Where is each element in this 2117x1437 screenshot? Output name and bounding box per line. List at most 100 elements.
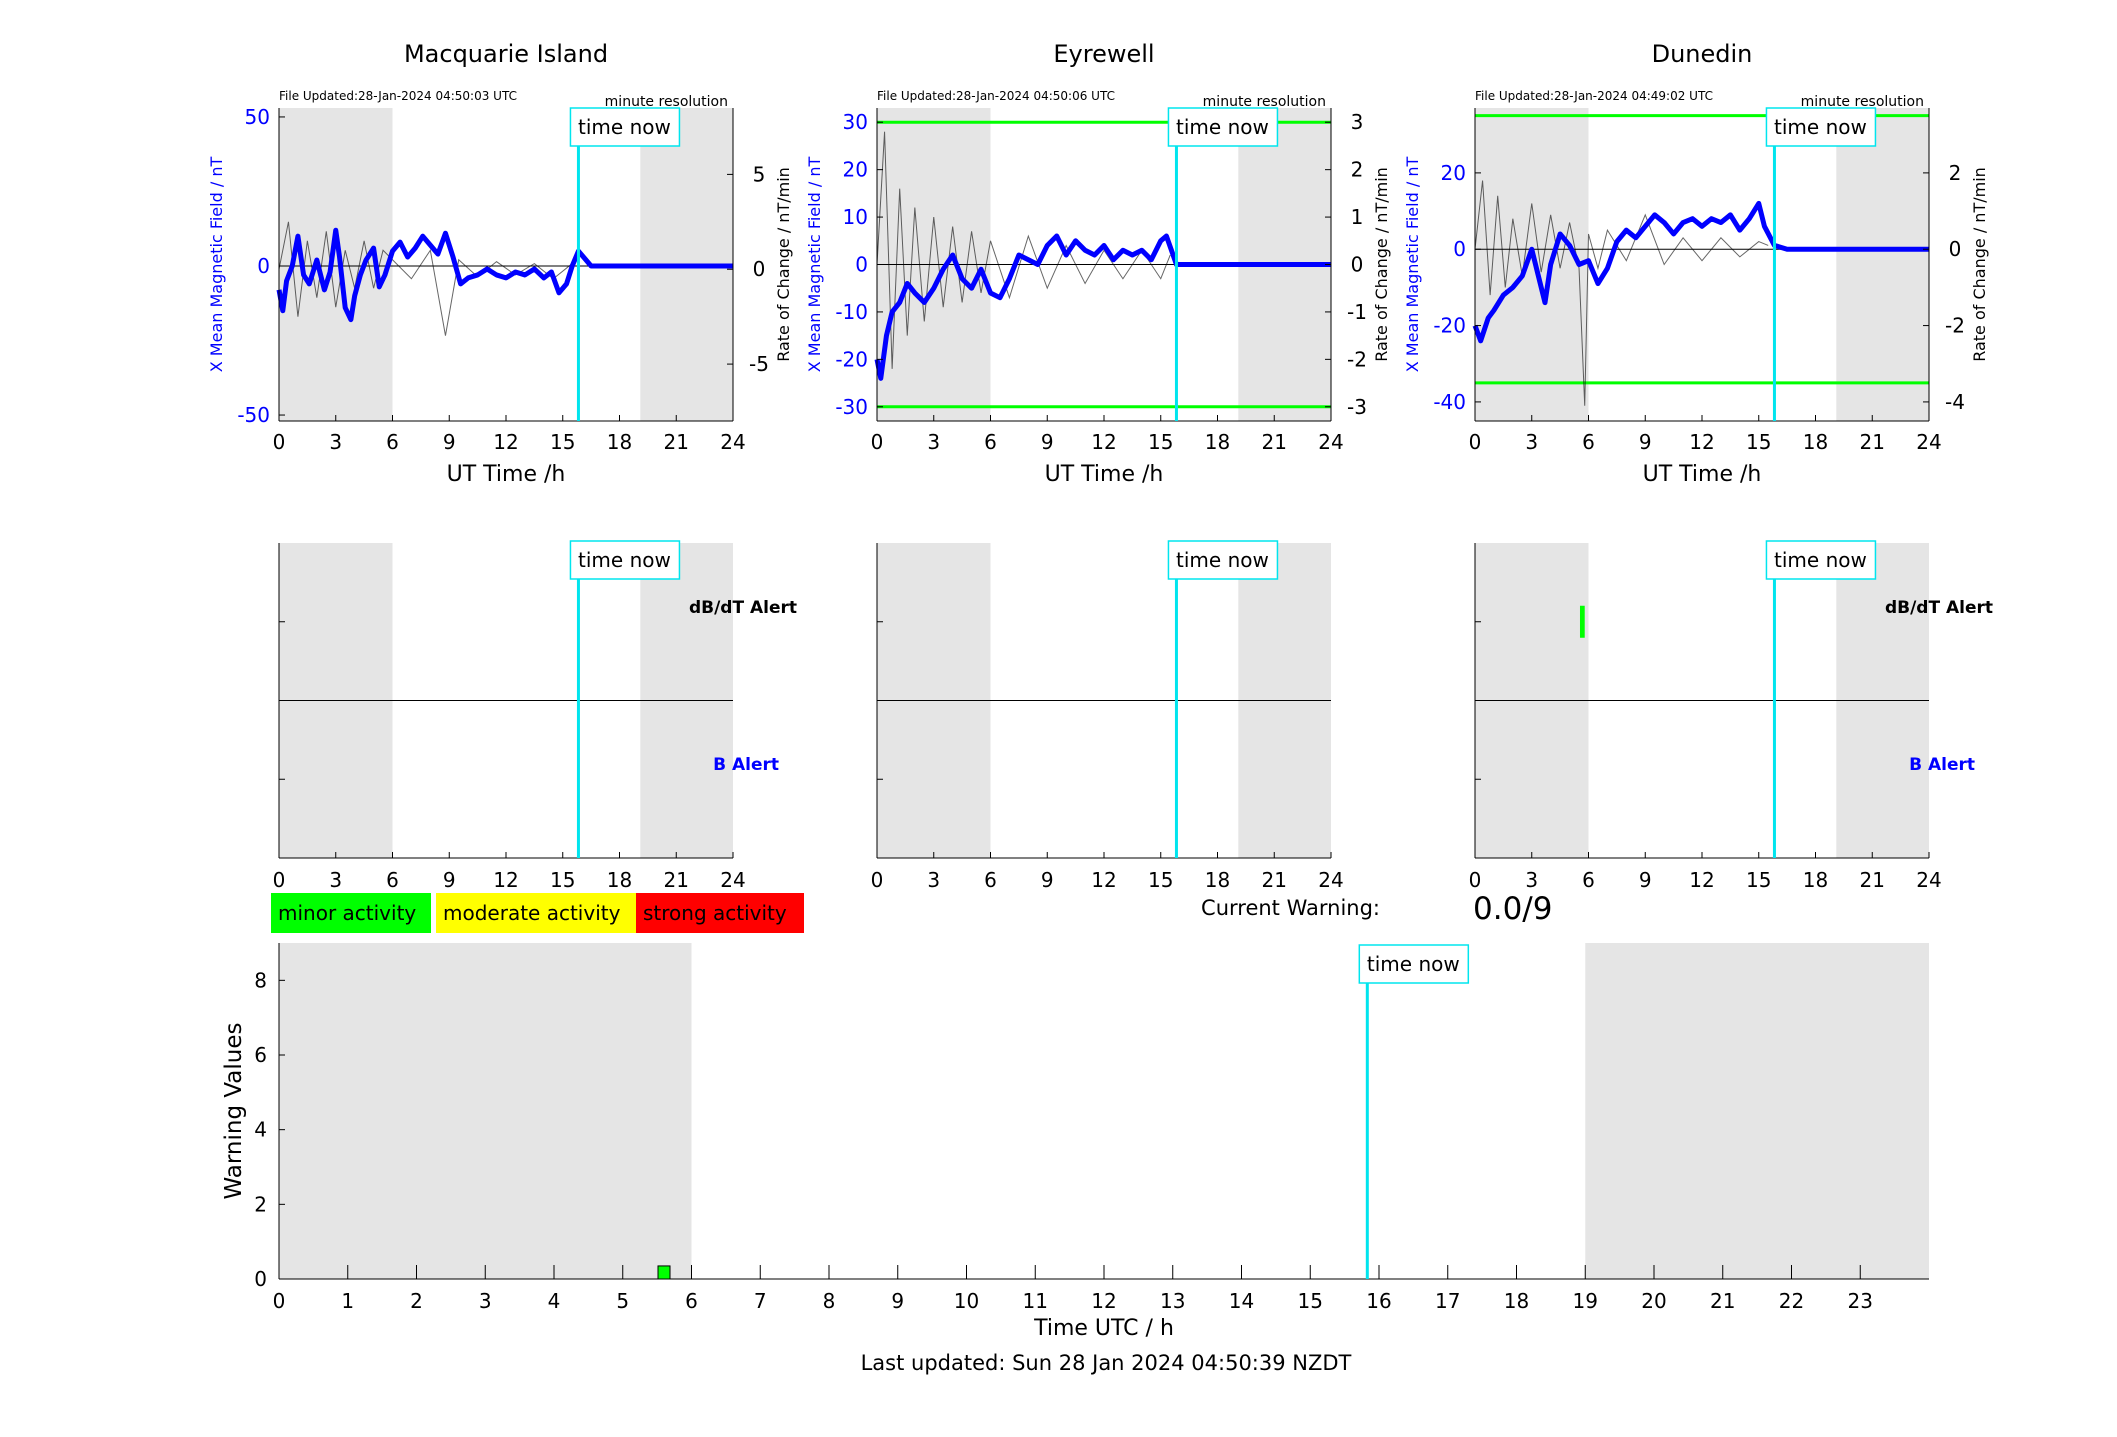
night-shade <box>1475 108 1589 421</box>
y-tick-label: 8 <box>254 968 267 992</box>
x-tick-label: 21 <box>664 868 689 892</box>
x-tick-label: 0 <box>1469 430 1482 454</box>
rate-of-change-line <box>1474 180 1769 406</box>
x-tick-label: 8 <box>823 1289 836 1313</box>
x-tick-label: 9 <box>1041 868 1054 892</box>
field-chart: 0 3 6 9 12 15 18 21 24-30-20-100102030-3-2-10123… <box>805 40 1391 487</box>
alert-mark <box>1579 605 1585 638</box>
x-tick-label: 6 <box>386 430 399 454</box>
x-tick-label: 12 <box>493 868 518 892</box>
x-tick-label: 15 <box>1746 868 1771 892</box>
legend-swatch <box>271 893 431 933</box>
x-tick-label: 18 <box>1205 868 1230 892</box>
x-tick-label: 6 <box>984 430 997 454</box>
y-tick-label-left: 50 <box>245 105 270 129</box>
time-now-marker: time now <box>1765 107 1877 147</box>
y-tick-label-left: 10 <box>843 205 868 229</box>
legend-label: minor activity <box>278 901 416 925</box>
file-updated-text: File Updated:28-Jan-2024 04:50:06 UTC <box>877 89 1115 103</box>
y-tick-label-left: 0 <box>257 254 270 278</box>
x-tick-label: 6 <box>984 868 997 892</box>
y-tick-label-right: 2 <box>1351 158 1364 182</box>
time-now-label: time now <box>1367 952 1460 976</box>
time-now-label: time now <box>578 115 671 139</box>
b-alert-label: B Alert <box>1909 755 1975 775</box>
y-tick-label-left: 0 <box>1453 237 1466 261</box>
x-tick-label: 24 <box>1318 430 1343 454</box>
time-now-box <box>569 107 681 147</box>
x-tick-label: 23 <box>1848 1289 1873 1313</box>
x-tick-label: 6 <box>386 868 399 892</box>
current-warning-label: Current Warning: <box>1201 896 1380 920</box>
x-tick-label: 7 <box>754 1289 767 1313</box>
time-now-marker: time now <box>569 540 681 580</box>
dbdt-alert-label: dB/dT Alert <box>1885 598 1993 618</box>
y-tick-label-left: -30 <box>835 395 868 419</box>
y-tick-label-left: 20 <box>843 158 868 182</box>
y-tick-label-right: 1 <box>1351 205 1364 229</box>
field-chart: 0 3 6 9 12 15 18 21 24-40-20020-4-202DunedinFile… <box>1403 40 1989 487</box>
y-axis-label-left: X Mean Magnetic Field / nT <box>207 157 226 373</box>
x-tick-label: 15 <box>1148 430 1173 454</box>
x-tick-label: 9 <box>891 1289 904 1313</box>
time-now-box <box>1167 107 1279 147</box>
x-tick-label: 21 <box>664 430 689 454</box>
resolution-label: minute resolution <box>1203 94 1326 110</box>
legend-label: strong activity <box>643 901 787 925</box>
y-axis-label: Warning Values <box>221 1022 247 1199</box>
x-tick-label: 12 <box>1091 430 1116 454</box>
x-tick-label: 0 <box>1469 868 1482 892</box>
y-axis-label-right: Rate of Change / nT/min <box>774 167 793 362</box>
x-tick-label: 11 <box>1023 1289 1048 1313</box>
b-alert-label: B Alert <box>713 755 779 775</box>
x-tick-label: 12 <box>1689 868 1714 892</box>
x-tick-label: 18 <box>1504 1289 1529 1313</box>
legend-label: moderate activity <box>443 901 621 925</box>
time-now-label: time now <box>1774 548 1867 572</box>
x-tick-label: 21 <box>1262 868 1287 892</box>
x-tick-label: 0 <box>273 1289 286 1313</box>
y-tick-label-right: -5 <box>749 352 769 376</box>
y-tick-label-right: 0 <box>1351 253 1364 277</box>
resolution-label: minute resolution <box>605 94 728 110</box>
chart-title: Macquarie Island <box>404 40 608 68</box>
x-tick-label: 18 <box>607 430 632 454</box>
y-tick-label-left: 30 <box>843 110 868 134</box>
x-tick-label: 9 <box>443 868 456 892</box>
y-axis-label-right: Rate of Change / nT/min <box>1970 167 1989 362</box>
time-now-label: time now <box>1176 548 1269 572</box>
x-tick-label: 15 <box>550 868 575 892</box>
warning-value-mark <box>657 1265 671 1280</box>
night-shade <box>1836 108 1929 421</box>
resolution-label: minute resolution <box>1801 94 1924 110</box>
x-tick-label: 21 <box>1262 430 1287 454</box>
legend-swatch <box>436 893 637 933</box>
x-tick-label: 0 <box>871 430 884 454</box>
time-now-box <box>569 540 681 580</box>
y-tick-label-left: -50 <box>237 403 270 427</box>
x-tick-label: 0 <box>273 868 286 892</box>
x-tick-label: 3 <box>1525 868 1538 892</box>
x-tick-label: 0 <box>273 430 286 454</box>
x-tick-label: 18 <box>1205 430 1230 454</box>
x-tick-label: 15 <box>1148 868 1173 892</box>
x-tick-label: 24 <box>720 868 745 892</box>
y-tick-label: 6 <box>254 1043 267 1067</box>
y-tick-label-right: -4 <box>1945 390 1965 414</box>
x-tick-label: 18 <box>607 868 632 892</box>
x-tick-label: 24 <box>1916 430 1941 454</box>
x-tick-label: 19 <box>1573 1289 1598 1313</box>
x-tick-label: 3 <box>329 430 342 454</box>
x-axis-label: UT Time /h <box>1045 462 1164 487</box>
x-tick-label: 18 <box>1803 430 1828 454</box>
x-tick-label: 14 <box>1229 1289 1254 1313</box>
x-tick-label: 9 <box>1639 868 1652 892</box>
time-now-label: time now <box>1176 115 1269 139</box>
x-tick-label: 9 <box>443 430 456 454</box>
x-tick-label: 1 <box>341 1289 354 1313</box>
file-updated-text: File Updated:28-Jan-2024 04:50:03 UTC <box>279 89 517 103</box>
y-tick-label-right: -2 <box>1945 314 1965 338</box>
